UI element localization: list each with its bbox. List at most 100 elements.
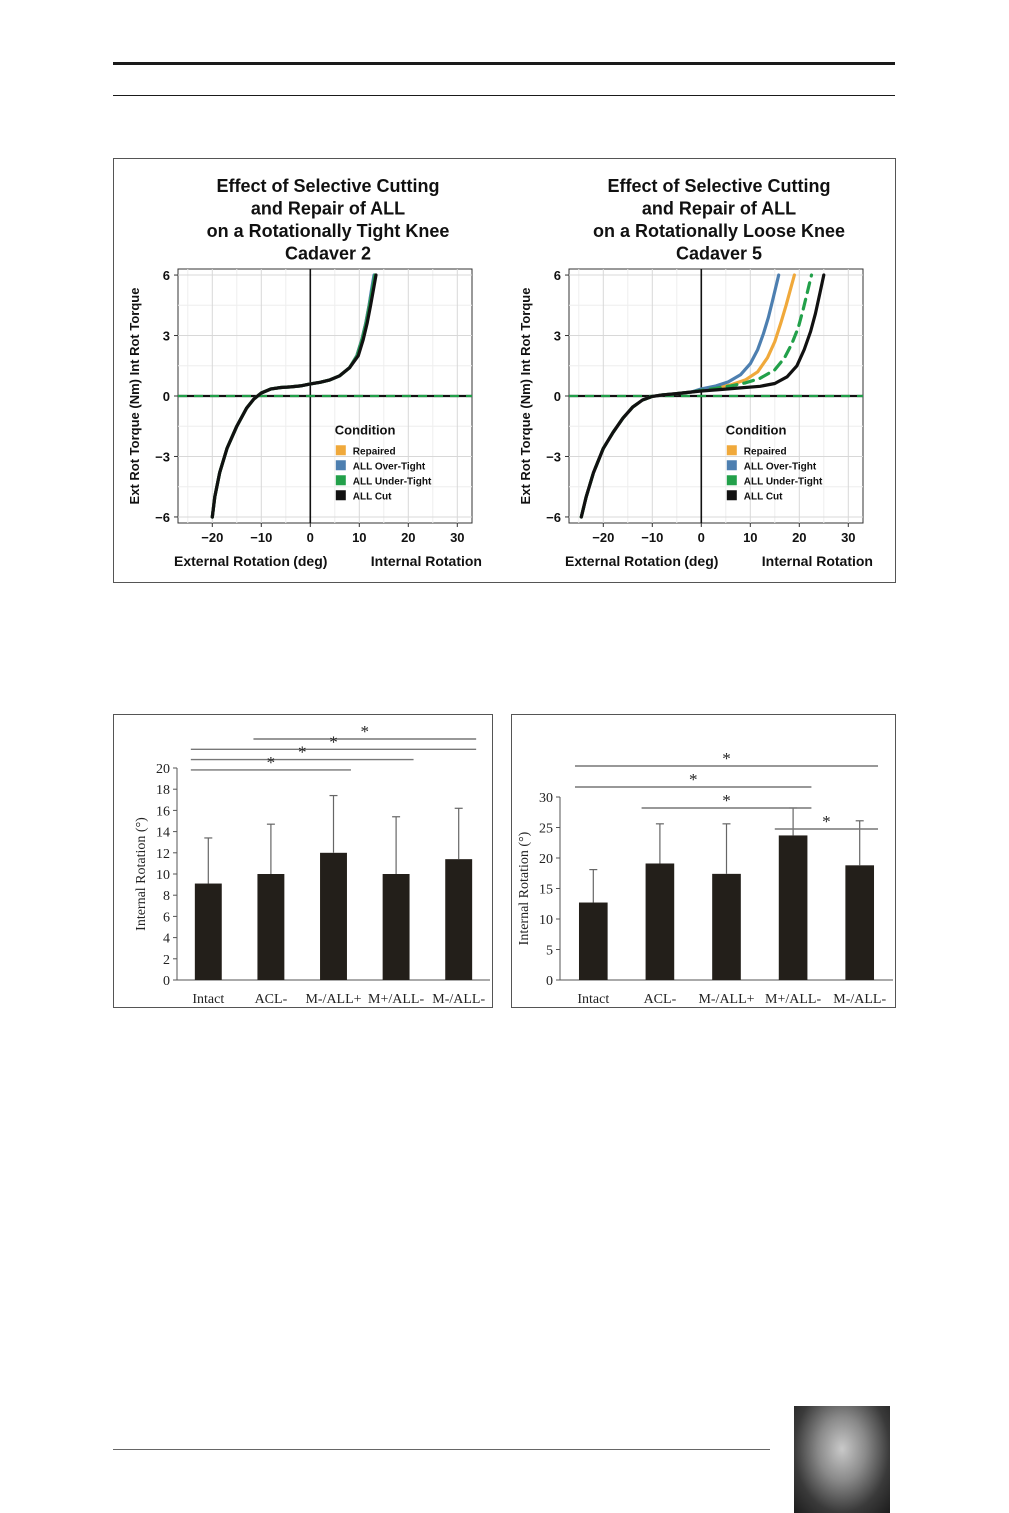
y-tick-label: 30 — [539, 791, 553, 806]
legend-title: Condition — [726, 422, 787, 437]
x-axis-label-right: Internal Rotation — [371, 553, 482, 569]
y-tick-label: 3 — [163, 329, 170, 344]
x-tick-label: M-/ALL- — [432, 992, 485, 1007]
y-tick-label: 10 — [156, 868, 170, 883]
y-tick-label: 6 — [163, 910, 170, 925]
y-tick-label: −3 — [155, 449, 170, 464]
y-tick-label: 6 — [163, 268, 170, 283]
x-axis-label-left: External Rotation — [174, 553, 290, 569]
significance-marker: * — [361, 722, 370, 741]
bar — [320, 852, 347, 980]
x-axis-label-mid: (deg) — [684, 553, 718, 569]
x-tick-label: 20 — [792, 530, 806, 545]
legend-entry: ALL Cut — [744, 491, 783, 502]
x-tick-label: 20 — [401, 530, 415, 545]
chart-title-line: and Repair of ALL — [251, 199, 405, 219]
x-tick-label: Intact — [577, 992, 609, 1007]
y-tick-label: 2 — [163, 953, 170, 968]
header-rule-top — [113, 62, 895, 65]
chart-title-line: on a Rotationally Loose Knee — [593, 221, 845, 241]
x-tick-label: M+/ALL- — [765, 992, 821, 1007]
bar-chart-right: 0 5 10 15 20 25 30 Internal Rotation (°) Intact A… — [517, 749, 893, 1007]
legend-entry: ALL Over-Tight — [353, 461, 426, 472]
y-tick-label: 0 — [163, 389, 170, 404]
y-tick-label: 6 — [554, 268, 561, 283]
y-tick-label: 20 — [156, 762, 170, 777]
legend-swatch — [335, 445, 346, 456]
significance-marker: * — [329, 732, 338, 751]
legend-entry: ALL Cut — [353, 491, 392, 502]
significance-marker: * — [722, 749, 731, 768]
series-line-all-cut — [210, 273, 378, 519]
header-rule-bottom — [113, 95, 895, 96]
y-tick-label: 12 — [156, 847, 170, 862]
legend-entry: ALL Under-Tight — [744, 476, 823, 487]
knee-xray-thumbnail — [794, 1406, 890, 1513]
x-tick-label: ACL- — [644, 992, 677, 1007]
legend-swatch — [726, 460, 737, 471]
legend-swatch — [335, 460, 346, 471]
legend-entry: ALL Over-Tight — [744, 461, 817, 472]
legend-entry: ALL Under-Tight — [353, 476, 432, 487]
y-tick-label: 15 — [539, 883, 553, 898]
y-tick-label: −3 — [546, 449, 561, 464]
significance-marker: * — [722, 791, 731, 810]
line-chart-left: Effect of Selective Cutting and Repair of… — [127, 176, 482, 569]
y-tick-label: 20 — [539, 852, 553, 867]
chart-title-line: Cadaver 5 — [676, 244, 762, 264]
y-tick-label: 0 — [554, 389, 561, 404]
x-tick-label: 10 — [352, 530, 366, 545]
y-tick-label: 14 — [156, 826, 170, 841]
y-tick-label: 18 — [156, 783, 170, 798]
x-tick-label: 0 — [307, 530, 314, 545]
x-tick-label: M-/ALL+ — [698, 992, 754, 1007]
x-tick-label: −20 — [201, 530, 223, 545]
legend-entry: Repaired — [353, 446, 396, 457]
y-tick-label: 10 — [539, 913, 553, 928]
y-tick-label: −6 — [155, 510, 170, 525]
bar — [778, 835, 808, 980]
x-tick-label: 30 — [841, 530, 855, 545]
chart-title-line: Effect of Selective Cutting — [607, 176, 830, 196]
legend-swatch — [726, 490, 737, 501]
x-tick-label: 30 — [450, 530, 464, 545]
y-axis-label: Ext Rot Torque (Nm) Int Rot Torque — [518, 288, 533, 505]
y-tick-label: 3 — [554, 329, 561, 344]
significance-marker: * — [298, 743, 307, 762]
x-axis-label-right: Internal Rotation — [762, 553, 873, 569]
y-tick-label: −6 — [546, 510, 561, 525]
legend-swatch — [726, 445, 737, 456]
legend-swatch — [335, 490, 346, 501]
chart-title-line: and Repair of ALL — [642, 199, 796, 219]
y-tick-label: 8 — [163, 889, 170, 904]
footer-rule — [113, 1449, 770, 1450]
x-tick-label: −10 — [250, 530, 272, 545]
bar — [382, 874, 410, 980]
x-tick-label: M+/ALL- — [368, 992, 424, 1007]
significance-marker: * — [822, 812, 831, 831]
x-tick-label: M-/ALL- — [833, 992, 886, 1007]
y-tick-label: 25 — [539, 822, 553, 837]
y-tick-label: 0 — [163, 974, 170, 989]
bar-chart-right-panel: 0 5 10 15 20 25 30 Internal Rotation (°) Intact A… — [511, 714, 896, 1008]
chart-title-line: Effect of Selective Cutting — [216, 176, 439, 196]
bar — [257, 874, 285, 980]
y-axis-label: Internal Rotation (°) — [134, 817, 149, 931]
bar — [445, 859, 473, 980]
y-tick-label: 0 — [546, 974, 553, 989]
line-figure-panel: Effect of Selective Cutting and Repair of… — [113, 158, 896, 583]
y-tick-label: 5 — [546, 944, 553, 959]
x-tick-label: −20 — [592, 530, 614, 545]
x-tick-label: M-/ALL+ — [305, 992, 361, 1007]
y-axis-label: Internal Rotation (°) — [517, 831, 532, 945]
y-tick-label: 16 — [156, 804, 170, 819]
x-tick-label: 0 — [698, 530, 705, 545]
x-tick-label: Intact — [192, 992, 224, 1007]
bar — [645, 863, 675, 980]
legend-swatch — [726, 475, 737, 486]
legend-title: Condition — [335, 422, 396, 437]
x-tick-label: −10 — [641, 530, 663, 545]
chart-title-line: Cadaver 2 — [285, 244, 371, 264]
y-axis-label: Ext Rot Torque (Nm) Int Rot Torque — [127, 288, 142, 505]
x-axis-label-left: External Rotation — [565, 553, 681, 569]
